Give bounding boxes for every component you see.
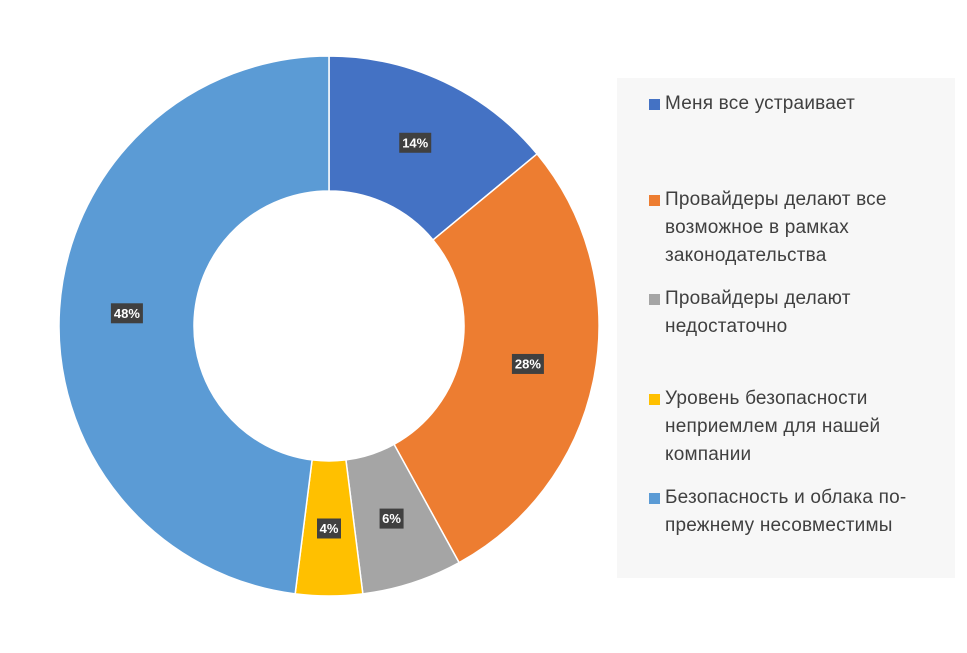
data-label-text: 14% (402, 135, 428, 150)
data-label-background (399, 132, 432, 153)
data-label-background (110, 303, 143, 324)
data-labels-layer: 14% 28% 6% 4% 48% (110, 132, 544, 539)
legend-label: Провайдеры делают все возможное в рамках… (665, 189, 887, 266)
legend-label: Безопасность и облака по- прежнему несов… (665, 487, 907, 536)
legend-label: Провайдеры делают недостаточно (665, 288, 851, 337)
data-label-background (317, 518, 341, 539)
data-label-background (511, 353, 544, 374)
data-label: 28% (511, 353, 544, 374)
data-label-text: 28% (515, 356, 541, 371)
slice-providers-do-everything (393, 152, 600, 564)
data-label-background (379, 508, 404, 529)
legend-label: Уровень безопасности неприемлем для наше… (665, 388, 881, 465)
legend-swatch (649, 493, 660, 504)
data-label: 14% (399, 132, 432, 153)
data-label-text: 6% (382, 511, 401, 526)
slices-layer (58, 55, 600, 597)
slice-security-incompatible (58, 55, 330, 595)
slice-satisfied (328, 55, 539, 242)
data-label: 6% (379, 508, 404, 529)
data-label-text: 4% (320, 521, 339, 536)
chart-legend: Меня все устраивает Провайдеры делают вс… (617, 78, 955, 578)
data-label: 4% (317, 518, 341, 539)
data-label: 48% (110, 303, 143, 324)
legend-swatch (649, 195, 660, 206)
donut-chart: 14% 28% 6% 4% 48% (58, 55, 600, 597)
legend-swatch (649, 99, 660, 110)
legend-swatch (649, 294, 660, 305)
legend-label: Меня все устраивает (665, 93, 856, 114)
data-label-text: 48% (114, 306, 140, 321)
legend-swatch (649, 394, 660, 405)
